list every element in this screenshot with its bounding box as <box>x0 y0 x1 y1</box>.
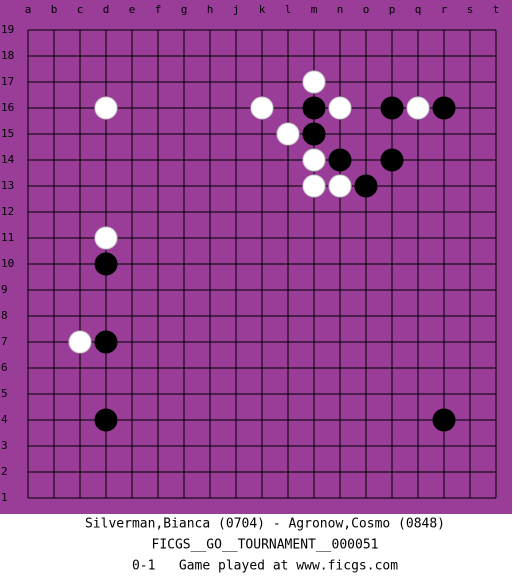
black-stone <box>380 148 404 172</box>
column-label: l <box>285 3 292 16</box>
event: FICGS__GO__TOURNAMENT__000051 <box>152 538 379 553</box>
black-stone <box>94 252 118 276</box>
row-label: 1 <box>1 491 8 504</box>
white-stone <box>302 148 326 172</box>
column-label: n <box>337 3 344 16</box>
stones <box>68 70 456 432</box>
column-label: r <box>441 3 448 16</box>
white-stone <box>94 226 118 250</box>
column-label: j <box>233 3 240 16</box>
column-label: o <box>363 3 370 16</box>
black-stone <box>432 96 456 120</box>
white-stone <box>302 70 326 94</box>
row-label: 6 <box>1 361 8 374</box>
row-label: 4 <box>1 413 8 426</box>
black-stone <box>432 408 456 432</box>
row-label: 9 <box>1 283 8 296</box>
white-stone <box>302 174 326 198</box>
row-label: 11 <box>1 231 14 244</box>
row-label: 13 <box>1 179 14 192</box>
white-stone <box>94 96 118 120</box>
row-label: 14 <box>1 153 15 166</box>
white-stone <box>276 122 300 146</box>
row-label: 10 <box>1 257 14 270</box>
row-label: 12 <box>1 205 14 218</box>
column-label: b <box>51 3 58 16</box>
black-stone <box>94 330 118 354</box>
column-label: f <box>155 3 162 16</box>
row-label: 5 <box>1 387 8 400</box>
column-label: g <box>181 3 188 16</box>
black-stone <box>354 174 378 198</box>
row-label: 3 <box>1 439 8 452</box>
row-label: 15 <box>1 127 14 140</box>
coordinates: a b c d e f g h j k l m n o p q r s t191817161514131211109… <box>1 3 499 504</box>
column-label: d <box>103 3 110 16</box>
row-label: 8 <box>1 309 8 322</box>
players: Silverman,Bianca (0704) - Agronow,Cosmo … <box>85 517 445 532</box>
row-label: 2 <box>1 465 8 478</box>
row-label: 18 <box>1 49 14 62</box>
black-stone <box>328 148 352 172</box>
column-label: k <box>259 3 266 16</box>
result: 0-1 Game played at www.ficgs.com <box>132 559 398 574</box>
black-stone <box>302 122 326 146</box>
column-label: c <box>77 3 84 16</box>
row-label: 19 <box>1 23 14 36</box>
board-background <box>0 0 512 514</box>
white-stone <box>328 96 352 120</box>
row-label: 7 <box>1 335 8 348</box>
row-label: 17 <box>1 75 14 88</box>
white-stone <box>250 96 274 120</box>
column-label: a <box>25 3 32 16</box>
row-label: 16 <box>1 101 14 114</box>
white-stone <box>406 96 430 120</box>
black-stone <box>302 96 326 120</box>
column-label: q <box>415 3 422 16</box>
white-stone <box>68 330 92 354</box>
column-label: t <box>493 3 500 16</box>
column-label: s <box>467 3 474 16</box>
white-stone <box>328 174 352 198</box>
column-label: e <box>129 3 136 16</box>
black-stone <box>380 96 404 120</box>
column-label: p <box>389 3 396 16</box>
column-label: h <box>207 3 214 16</box>
black-stone <box>94 408 118 432</box>
column-label: m <box>311 3 318 16</box>
